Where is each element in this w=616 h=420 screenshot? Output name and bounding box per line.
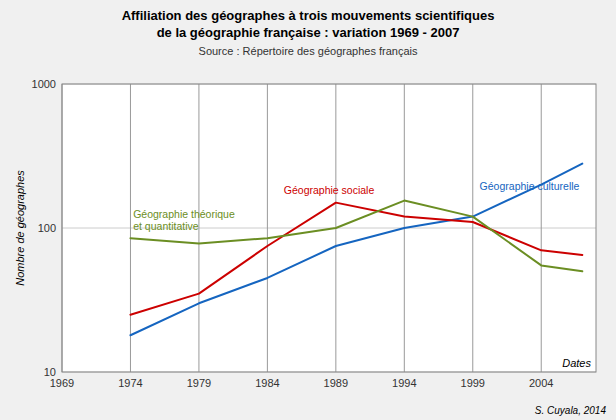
y-tick-label: 100 bbox=[38, 222, 56, 234]
x-tick-label: 1994 bbox=[392, 377, 416, 389]
credit: S. Cuyala, 2014 bbox=[535, 405, 607, 416]
series-line bbox=[130, 201, 582, 272]
series-line bbox=[130, 164, 582, 336]
x-grid-line bbox=[267, 84, 268, 372]
x-tick-label: 1969 bbox=[50, 377, 74, 389]
y-axis-label: Nombre de géographes bbox=[14, 170, 26, 286]
plot-frame bbox=[62, 84, 596, 372]
x-tick-label: 1979 bbox=[187, 377, 211, 389]
series-annotation: Géographie théoriqueet quantitative bbox=[133, 208, 235, 232]
grid bbox=[62, 84, 596, 372]
background bbox=[0, 0, 616, 420]
x-grid-line bbox=[541, 84, 542, 372]
annotation-line: Géographie théorique bbox=[133, 208, 235, 220]
annotation-line: Géographie culturelle bbox=[480, 180, 580, 192]
x-tick-label: 1999 bbox=[461, 377, 485, 389]
x-tick-label: 1989 bbox=[324, 377, 348, 389]
x-tick-label: 1974 bbox=[118, 377, 142, 389]
annotation-line: Géographie sociale bbox=[284, 184, 375, 196]
title-line: Affiliation des géographes à trois mouve… bbox=[122, 8, 495, 23]
annotation-line: et quantitative bbox=[133, 220, 199, 232]
title-line: de la géographie française : variation 1… bbox=[157, 25, 460, 40]
x-tick-label: 1984 bbox=[255, 377, 279, 389]
plot-area bbox=[62, 84, 596, 372]
chart: Affiliation des géographes à trois mouve… bbox=[0, 0, 616, 420]
x-grid-line bbox=[472, 84, 473, 372]
lines bbox=[130, 164, 582, 336]
x-axis-label: Dates bbox=[562, 357, 591, 369]
x-tick-label: 2004 bbox=[529, 377, 553, 389]
series-annotation: Géographie culturelle bbox=[480, 180, 580, 192]
y-tick-label: 1000 bbox=[32, 78, 56, 90]
subtitle: Source : Répertoire des géographes franç… bbox=[199, 45, 418, 57]
title: Affiliation des géographes à trois mouve… bbox=[122, 8, 495, 40]
x-grid-line bbox=[130, 84, 131, 372]
series-annotation: Géographie sociale bbox=[284, 184, 375, 196]
